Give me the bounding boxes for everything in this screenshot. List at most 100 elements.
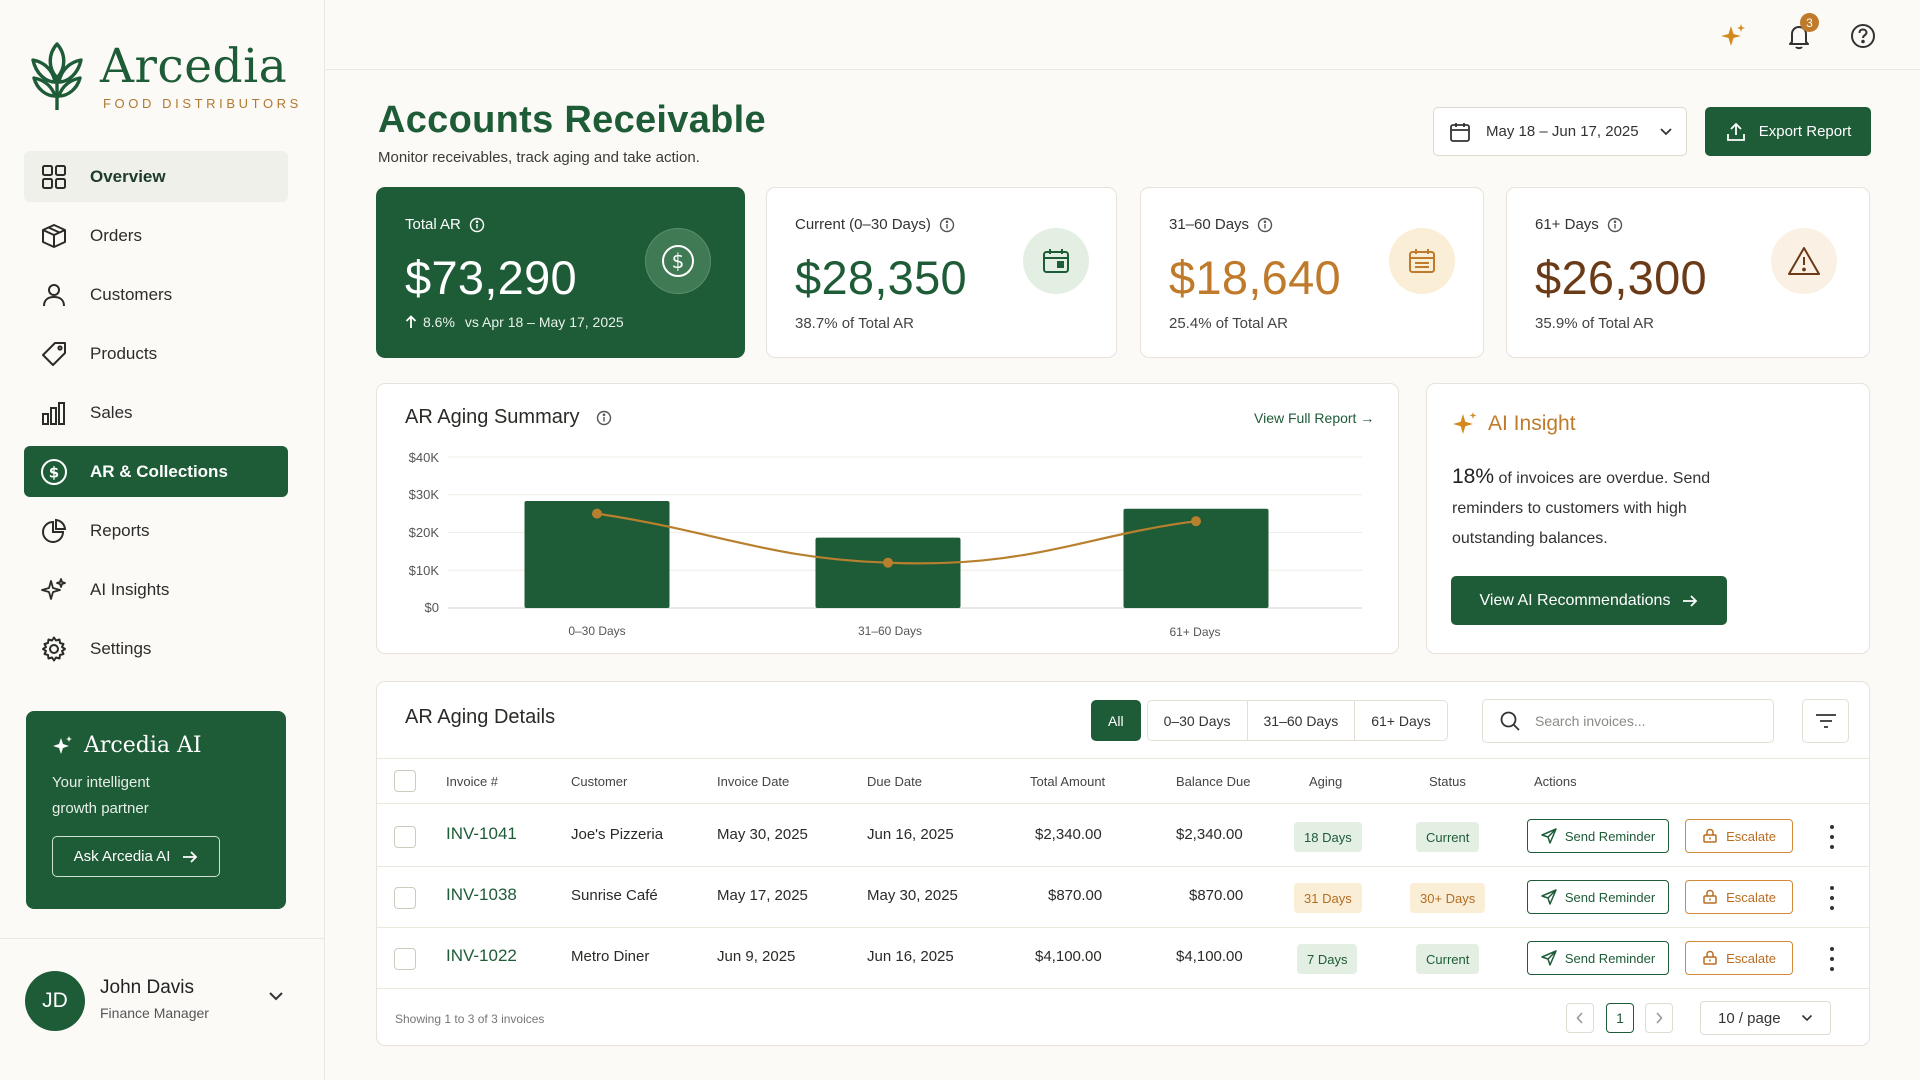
more-actions-icon[interactable] — [1822, 825, 1842, 849]
kpi-sub: 35.9% of Total AR — [1535, 315, 1654, 332]
view-ai-recommendations-button[interactable]: View AI Recommendations — [1451, 576, 1727, 625]
table-header: Invoice # Customer Invoice Date Due Date… — [376, 758, 1870, 804]
view-full-report-link[interactable]: View Full Report → — [1254, 410, 1375, 426]
dollar-circle-icon: $ — [40, 458, 68, 486]
row-checkbox[interactable] — [394, 826, 416, 848]
escalate-label: Escalate — [1726, 889, 1776, 905]
tab-61-plus-days[interactable]: 61+ Days — [1355, 700, 1448, 741]
send-reminder-button[interactable]: Send Reminder — [1527, 880, 1669, 914]
chevron-down-icon[interactable] — [268, 991, 284, 1001]
customer-name: Sunrise Café — [571, 887, 658, 904]
column-header[interactable]: Total Amount — [1030, 774, 1106, 789]
send-reminder-label: Send Reminder — [1564, 828, 1656, 844]
kpi-total-ar[interactable]: Total AR $73,290 8.6% vs Apr 18 – May 17… — [376, 187, 745, 358]
bell-icon[interactable] — [1785, 22, 1813, 50]
sidebar-item-sales[interactable]: Sales — [24, 387, 288, 438]
view-ai-recommendations-label: View AI Recommendations — [1479, 591, 1671, 609]
sidebar-item-label: AI Insights — [90, 579, 170, 599]
column-header[interactable]: Status — [1429, 774, 1466, 789]
column-header[interactable]: Aging — [1309, 774, 1343, 789]
notification-badge: 3 — [1800, 13, 1819, 32]
calendar-icon — [1448, 120, 1472, 144]
ask-arcedia-ai-button[interactable]: Ask Arcedia AI — [52, 836, 220, 877]
customer-name: Metro Diner — [571, 948, 650, 965]
tab-31-60-days[interactable]: 31–60 Days — [1247, 700, 1356, 741]
ai-insight-text: 18% of invoices are overdue. Send remind… — [1452, 462, 1752, 554]
escalate-button[interactable]: Escalate — [1685, 941, 1793, 975]
sidebar-item-label: Sales — [90, 402, 133, 422]
info-icon[interactable] — [469, 217, 485, 233]
arrow-right-icon — [1682, 594, 1698, 608]
sidebar-item-ar-collections[interactable]: $ AR & Collections — [24, 446, 288, 497]
export-report-button[interactable]: Export Report — [1705, 107, 1871, 156]
kpi-31-60[interactable]: 31–60 Days $18,640 25.4% of Total AR — [1140, 187, 1484, 358]
page-number-button[interactable]: 1 — [1606, 1003, 1634, 1033]
table-row[interactable]: INV-1038 Sunrise Café May 17, 2025 May 3… — [376, 867, 1870, 928]
more-actions-icon[interactable] — [1822, 947, 1842, 971]
date-range-picker[interactable]: May 18 – Jun 17, 2025 — [1433, 107, 1687, 156]
row-checkbox[interactable] — [394, 948, 416, 970]
chevron-left-icon[interactable] — [1566, 1003, 1594, 1033]
pagination-summary: Showing 1 to 3 of 3 invoices — [395, 1012, 545, 1026]
sidebar: Arcedia FOOD DISTRIBUTORS Overview Order… — [0, 0, 325, 1080]
sidebar-item-ai-insights[interactable]: AI Insights — [24, 564, 288, 615]
user-profile[interactable]: JD John Davis Finance Manager — [0, 938, 325, 1080]
help-icon[interactable] — [1849, 22, 1877, 50]
select-all-checkbox[interactable] — [394, 770, 416, 792]
invoice-number[interactable]: INV-1038 — [446, 885, 517, 904]
column-header[interactable]: Balance Due — [1176, 774, 1251, 789]
column-header[interactable]: Invoice # — [446, 774, 499, 789]
avatar: JD — [25, 971, 85, 1031]
y-tick-label: $0 — [424, 600, 439, 615]
brand-logo[interactable]: Arcedia FOOD DISTRIBUTORS — [28, 38, 302, 116]
page-size-select[interactable]: 10 / page — [1700, 1001, 1831, 1035]
ai-card-title: Arcedia AI — [84, 733, 202, 758]
calendar-icon — [1389, 228, 1455, 294]
user-name: John Davis — [100, 977, 194, 998]
search-input[interactable] — [1535, 713, 1755, 729]
info-icon[interactable] — [1257, 217, 1273, 233]
kpi-61-plus[interactable]: 61+ Days $26,300 35.9% of Total AR — [1506, 187, 1870, 358]
escalate-button[interactable]: Escalate — [1685, 880, 1793, 914]
more-actions-icon[interactable] — [1822, 886, 1842, 910]
table-row[interactable]: INV-1022 Metro Diner Jun 9, 2025 Jun 16,… — [376, 928, 1870, 989]
column-header[interactable]: Invoice Date — [717, 774, 790, 789]
escalate-button[interactable]: Escalate — [1685, 819, 1793, 853]
sidebar-item-customers[interactable]: Customers — [24, 269, 288, 320]
tab-all[interactable]: All — [1091, 700, 1141, 741]
column-header[interactable]: Customer — [571, 774, 628, 789]
info-icon[interactable] — [939, 217, 955, 233]
send-reminder-button[interactable]: Send Reminder — [1527, 941, 1669, 975]
column-header[interactable]: Due Date — [867, 774, 922, 789]
aging-summary-title: AR Aging Summary — [405, 406, 580, 428]
grid-icon — [40, 163, 68, 191]
info-icon[interactable] — [1607, 217, 1623, 233]
sparkle-icon[interactable] — [1719, 22, 1747, 50]
kpi-label: 31–60 Days — [1169, 216, 1250, 233]
search-box[interactable] — [1482, 699, 1774, 743]
sidebar-item-orders[interactable]: Orders — [24, 210, 288, 261]
pie-chart-icon — [40, 517, 68, 545]
page-size-label: 10 / page — [1718, 1009, 1781, 1027]
sidebar-item-reports[interactable]: Reports — [24, 505, 288, 556]
send-reminder-button[interactable]: Send Reminder — [1527, 819, 1669, 853]
sidebar-item-products[interactable]: Products — [24, 328, 288, 379]
sidebar-item-settings[interactable]: Settings — [24, 623, 288, 674]
aging-badge: 7 Days — [1297, 944, 1358, 974]
sidebar-item-overview[interactable]: Overview — [24, 151, 288, 202]
ai-insight-body: of invoices are overdue. Send reminders … — [1452, 470, 1711, 547]
filter-button[interactable] — [1802, 699, 1849, 743]
invoice-number[interactable]: INV-1022 — [446, 946, 517, 965]
row-checkbox[interactable] — [394, 887, 416, 909]
kpi-value: $26,300 — [1535, 251, 1707, 304]
status-badge: 30+ Days — [1410, 883, 1486, 913]
table-row[interactable]: INV-1041 Joe's Pizzeria May 30, 2025 Jun… — [376, 806, 1870, 867]
info-icon[interactable] — [596, 410, 612, 426]
filter-icon — [1815, 712, 1837, 730]
kpi-current[interactable]: Current (0–30 Days) $28,350 38.7% of Tot… — [766, 187, 1117, 358]
tab-0-30-days[interactable]: 0–30 Days — [1146, 700, 1248, 741]
chevron-right-icon[interactable] — [1645, 1003, 1673, 1033]
due-date: Jun 16, 2025 — [867, 826, 954, 843]
customer-name: Joe's Pizzeria — [571, 826, 664, 843]
invoice-number[interactable]: INV-1041 — [446, 824, 517, 843]
